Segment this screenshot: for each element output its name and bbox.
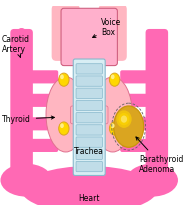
Ellipse shape (114, 106, 144, 147)
Text: Voice
Box: Voice Box (93, 18, 122, 38)
Ellipse shape (0, 164, 52, 197)
Ellipse shape (63, 189, 115, 211)
FancyBboxPatch shape (76, 125, 102, 135)
Ellipse shape (21, 166, 157, 211)
FancyBboxPatch shape (76, 149, 102, 160)
FancyBboxPatch shape (25, 139, 58, 152)
FancyBboxPatch shape (76, 112, 102, 123)
Ellipse shape (121, 115, 127, 123)
Ellipse shape (111, 123, 115, 128)
FancyBboxPatch shape (76, 64, 102, 74)
Ellipse shape (109, 122, 120, 135)
FancyBboxPatch shape (76, 137, 102, 147)
FancyBboxPatch shape (76, 161, 102, 172)
FancyBboxPatch shape (25, 94, 58, 107)
Text: Heart: Heart (78, 193, 100, 203)
FancyBboxPatch shape (76, 76, 102, 86)
Ellipse shape (60, 74, 64, 79)
FancyBboxPatch shape (73, 59, 105, 176)
Ellipse shape (15, 28, 28, 45)
FancyBboxPatch shape (25, 70, 58, 83)
Text: Trachea: Trachea (74, 147, 104, 157)
Ellipse shape (46, 77, 86, 152)
FancyBboxPatch shape (70, 106, 108, 124)
FancyBboxPatch shape (52, 5, 80, 61)
Ellipse shape (116, 110, 132, 128)
Ellipse shape (59, 122, 69, 135)
Ellipse shape (111, 74, 115, 79)
Ellipse shape (59, 73, 69, 86)
FancyBboxPatch shape (146, 29, 168, 182)
Text: Carotid
Artery: Carotid Artery (2, 35, 30, 57)
FancyBboxPatch shape (76, 88, 102, 99)
Text: Parathyroid
Adenoma: Parathyroid Adenoma (136, 137, 183, 174)
FancyBboxPatch shape (99, 5, 127, 61)
FancyBboxPatch shape (120, 117, 154, 130)
Ellipse shape (109, 73, 120, 86)
FancyBboxPatch shape (120, 139, 154, 152)
FancyBboxPatch shape (61, 8, 117, 66)
FancyBboxPatch shape (10, 29, 33, 182)
Ellipse shape (60, 123, 64, 128)
Ellipse shape (126, 164, 178, 197)
FancyBboxPatch shape (120, 94, 154, 107)
FancyBboxPatch shape (25, 117, 58, 130)
Text: Thyroid: Thyroid (2, 115, 54, 124)
FancyBboxPatch shape (120, 70, 154, 83)
Ellipse shape (93, 77, 132, 152)
Ellipse shape (119, 113, 129, 125)
FancyBboxPatch shape (76, 100, 102, 111)
